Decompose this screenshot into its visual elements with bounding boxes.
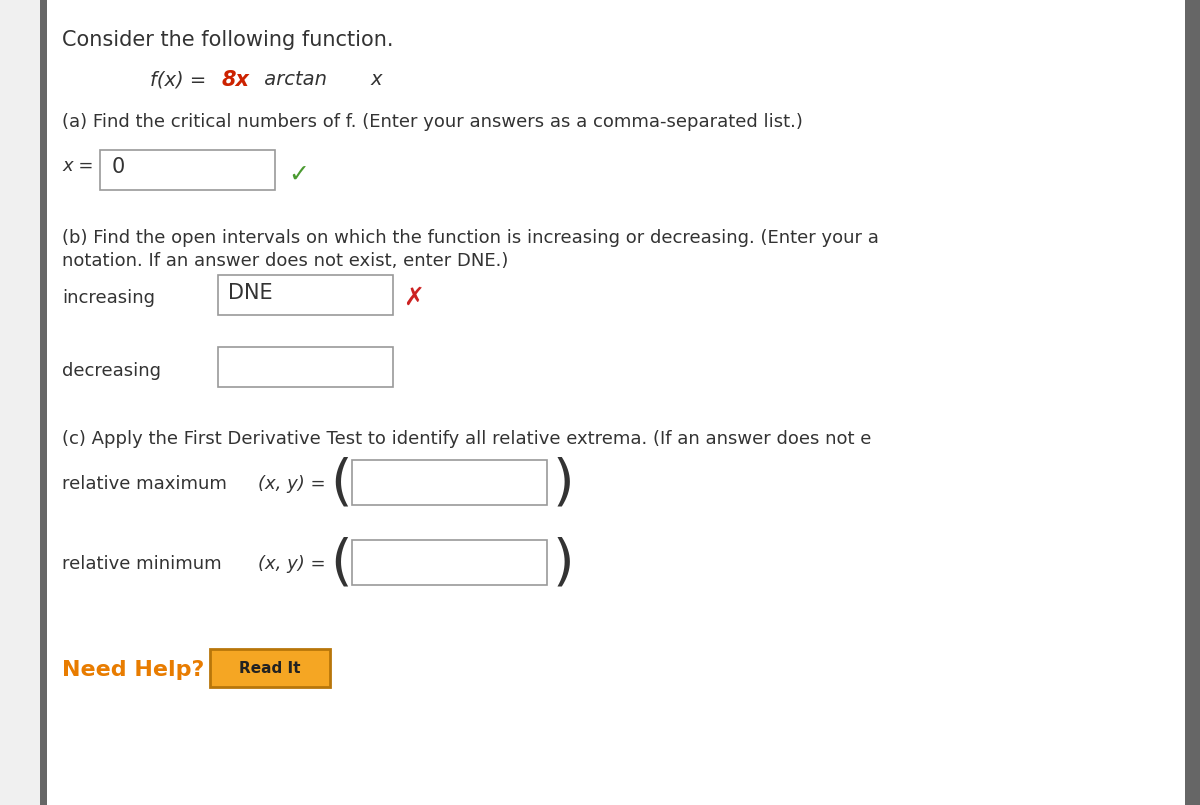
Text: ): ) — [553, 536, 575, 590]
Bar — [218, 347, 394, 387]
Text: Consider the following function.: Consider the following function. — [62, 30, 394, 50]
Text: (: ( — [330, 456, 352, 510]
Bar — [1186, 0, 1200, 805]
Text: relative maximum: relative maximum — [62, 475, 227, 493]
Text: (b) Find the open intervals on which the function is increasing or decreasing. (: (b) Find the open intervals on which the… — [62, 229, 878, 247]
Text: (c) Apply the First Derivative Test to identify all relative extrema. (If an ans: (c) Apply the First Derivative Test to i… — [62, 430, 871, 448]
Bar — [40, 0, 47, 805]
Text: arctan: arctan — [258, 70, 334, 89]
Text: 8x: 8x — [222, 70, 250, 90]
Bar — [218, 275, 394, 315]
Text: (x, y) =: (x, y) = — [258, 555, 331, 573]
Bar — [210, 649, 330, 687]
Text: x =: x = — [62, 157, 100, 175]
Text: Read It: Read It — [239, 660, 301, 675]
Text: ✓: ✓ — [288, 163, 310, 187]
Text: increasing: increasing — [62, 289, 155, 307]
Text: DNE: DNE — [228, 283, 272, 303]
Bar — [352, 540, 547, 585]
Text: decreasing: decreasing — [62, 362, 161, 380]
Text: ✗: ✗ — [403, 286, 424, 310]
Text: x: x — [370, 70, 382, 89]
Text: (: ( — [330, 536, 352, 590]
Text: (x, y) =: (x, y) = — [258, 475, 331, 493]
Bar — [352, 460, 547, 505]
Text: notation. If an answer does not exist, enter DNE.): notation. If an answer does not exist, e… — [62, 252, 509, 270]
Text: ): ) — [553, 456, 575, 510]
Text: relative minimum: relative minimum — [62, 555, 222, 573]
Text: (a) Find the critical numbers of f. (Enter your answers as a comma-separated lis: (a) Find the critical numbers of f. (Ent… — [62, 113, 803, 131]
Text: f(x) =: f(x) = — [150, 70, 212, 89]
Bar — [100, 150, 275, 190]
Text: Need Help?: Need Help? — [62, 660, 204, 680]
Text: 0: 0 — [112, 157, 125, 177]
